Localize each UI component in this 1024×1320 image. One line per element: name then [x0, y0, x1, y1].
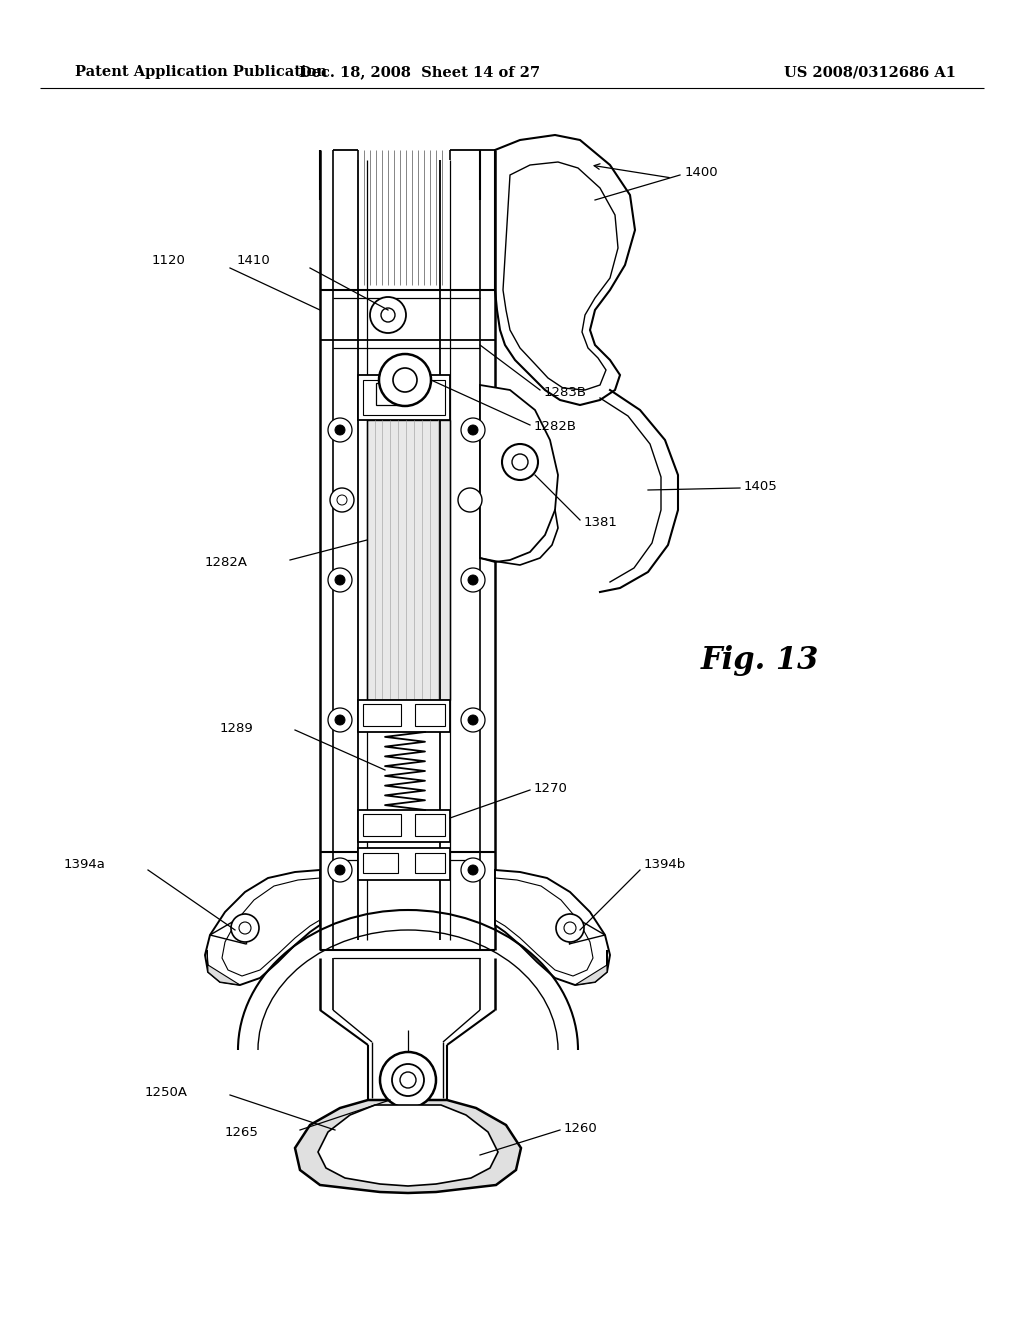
- Text: 1289: 1289: [219, 722, 253, 734]
- Text: 1270: 1270: [534, 781, 568, 795]
- Bar: [415, 853, 445, 873]
- Circle shape: [335, 865, 345, 875]
- Polygon shape: [295, 1100, 521, 1193]
- Circle shape: [381, 308, 395, 322]
- Circle shape: [379, 354, 431, 407]
- Text: 1283B: 1283B: [544, 385, 587, 399]
- Text: 1405: 1405: [744, 480, 778, 494]
- Polygon shape: [495, 870, 610, 985]
- Text: Fig. 13: Fig. 13: [700, 644, 819, 676]
- Bar: [362, 380, 445, 414]
- Circle shape: [461, 568, 485, 591]
- Circle shape: [330, 488, 354, 512]
- Bar: [362, 704, 401, 726]
- Text: 1260: 1260: [564, 1122, 598, 1134]
- Circle shape: [335, 576, 345, 585]
- Text: 1394a: 1394a: [63, 858, 105, 871]
- Polygon shape: [575, 950, 607, 985]
- Text: 1410: 1410: [237, 253, 270, 267]
- Bar: [358, 847, 450, 880]
- Circle shape: [461, 708, 485, 733]
- Circle shape: [370, 297, 406, 333]
- Text: 1282B: 1282B: [534, 421, 577, 433]
- Polygon shape: [205, 870, 319, 985]
- Bar: [415, 814, 445, 836]
- Circle shape: [393, 368, 417, 392]
- Bar: [376, 383, 404, 405]
- Text: 1120: 1120: [152, 253, 185, 267]
- Bar: [358, 375, 450, 420]
- Circle shape: [380, 1052, 436, 1107]
- Circle shape: [328, 708, 352, 733]
- Circle shape: [239, 921, 251, 935]
- Circle shape: [564, 921, 575, 935]
- Polygon shape: [207, 950, 240, 985]
- Circle shape: [231, 913, 259, 942]
- Circle shape: [328, 418, 352, 442]
- Text: 1394b: 1394b: [644, 858, 686, 871]
- Text: US 2008/0312686 A1: US 2008/0312686 A1: [784, 65, 956, 79]
- Text: 1265: 1265: [224, 1126, 258, 1138]
- Text: 1400: 1400: [685, 166, 719, 180]
- Bar: [415, 704, 445, 726]
- Circle shape: [468, 425, 478, 436]
- Polygon shape: [318, 1105, 498, 1185]
- Circle shape: [400, 1072, 416, 1088]
- Bar: [362, 814, 401, 836]
- Circle shape: [502, 444, 538, 480]
- Polygon shape: [480, 385, 558, 562]
- Bar: [358, 810, 450, 842]
- Polygon shape: [503, 162, 618, 389]
- Text: 1250A: 1250A: [145, 1085, 188, 1098]
- Bar: [367, 420, 450, 700]
- Circle shape: [328, 858, 352, 882]
- Circle shape: [468, 576, 478, 585]
- Circle shape: [335, 715, 345, 725]
- Circle shape: [512, 454, 528, 470]
- Bar: [358, 700, 450, 733]
- Text: 1282A: 1282A: [205, 556, 248, 569]
- Circle shape: [556, 913, 584, 942]
- Circle shape: [461, 858, 485, 882]
- Text: Dec. 18, 2008  Sheet 14 of 27: Dec. 18, 2008 Sheet 14 of 27: [299, 65, 541, 79]
- Circle shape: [468, 865, 478, 875]
- Circle shape: [392, 1064, 424, 1096]
- Circle shape: [335, 425, 345, 436]
- Text: 1381: 1381: [584, 516, 617, 528]
- Circle shape: [328, 568, 352, 591]
- Circle shape: [468, 715, 478, 725]
- Polygon shape: [495, 135, 635, 405]
- Bar: [362, 853, 398, 873]
- Circle shape: [458, 488, 482, 512]
- Text: Patent Application Publication: Patent Application Publication: [75, 65, 327, 79]
- Circle shape: [461, 418, 485, 442]
- Circle shape: [337, 495, 347, 506]
